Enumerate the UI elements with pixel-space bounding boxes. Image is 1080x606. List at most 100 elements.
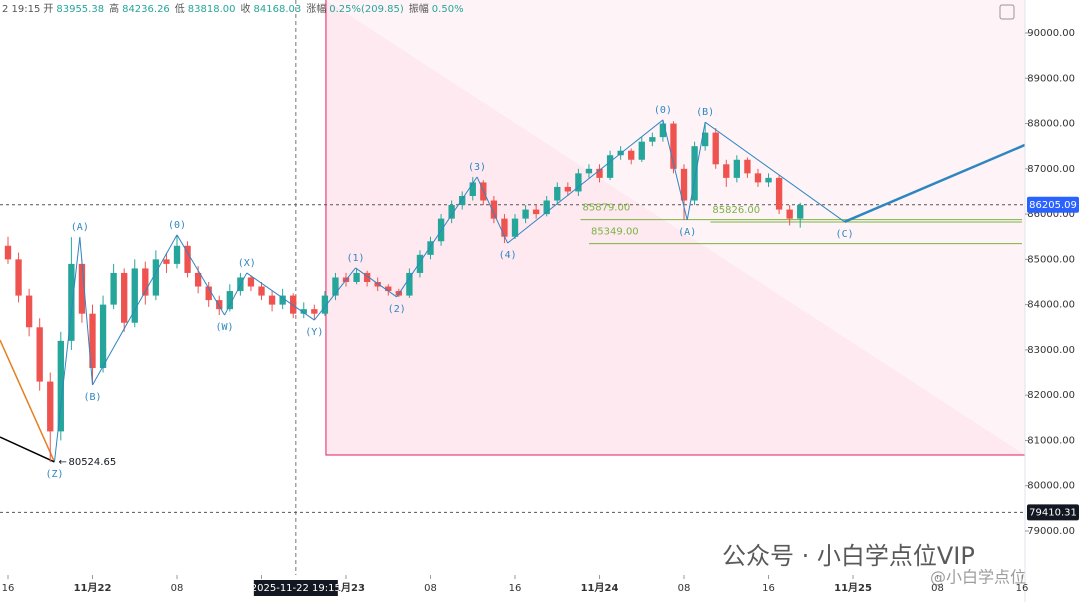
x-tick-label: 11月22 [74, 582, 112, 594]
candle-body [765, 177, 772, 183]
x-tick-label: 08 [678, 583, 691, 594]
candle-body [744, 159, 751, 174]
candle-body [163, 259, 170, 264]
candle-body [575, 173, 582, 192]
x-tick-label: 16 [762, 583, 775, 594]
y-tick-label: 89000.00 [1027, 73, 1075, 84]
candle-body [290, 295, 297, 314]
wave-label: (A) [678, 227, 696, 238]
candle-body [4, 245, 12, 260]
y-tick-label: 88000.00 [1027, 119, 1075, 130]
candle-body [628, 150, 635, 160]
header-label: 振幅 [409, 2, 429, 15]
wave-label: (2) [388, 304, 406, 315]
candle-body [385, 286, 392, 292]
x-tick-label: 08 [931, 583, 944, 594]
candle-body [374, 281, 381, 287]
candle-body [353, 272, 360, 282]
trend-line [0, 339, 56, 463]
header-value: 84236.26 [122, 4, 170, 15]
wave-label: (1) [346, 253, 364, 264]
candle-body [332, 277, 339, 296]
wave-label: (0) [654, 105, 672, 116]
candle-body [406, 272, 413, 296]
y-tick-label: 79000.00 [1027, 526, 1075, 537]
x-tick-label: 11月24 [581, 582, 619, 594]
header-label: 高 [109, 2, 119, 15]
candle-body [416, 254, 424, 273]
candle-body [57, 340, 64, 432]
wave-line [476, 176, 509, 244]
wave-line [92, 234, 178, 386]
wave-line [355, 267, 398, 298]
watermark-handle: @小白学点位 [930, 568, 1026, 587]
candle-body [596, 168, 603, 178]
candle-body [78, 263, 86, 314]
x-tick-label: 11月25 [834, 582, 872, 594]
candle-body [754, 173, 762, 183]
wave-line [507, 119, 664, 244]
candle-body [47, 381, 54, 432]
candle-body [258, 286, 265, 296]
y-tick-label: 83000.00 [1027, 345, 1075, 356]
candle-body [522, 209, 529, 219]
header-value: 83818.00 [188, 4, 236, 15]
wave-line [79, 237, 93, 386]
wave-label: (W) [216, 322, 234, 333]
price-tag [1027, 196, 1079, 213]
y-tick-label: 82000.00 [1027, 390, 1075, 401]
candle-body [36, 327, 43, 382]
low-label: 80524.65 [68, 457, 116, 468]
candle-body [659, 123, 667, 138]
wave-label: (B) [83, 392, 101, 403]
wave-label: (B) [696, 107, 714, 118]
crosshair-label: 2025-11-22 19:15 [251, 583, 341, 594]
candle-body [554, 186, 561, 201]
candle-body [89, 313, 96, 369]
candle-body [173, 245, 181, 264]
x-tick-label: 16 [509, 583, 522, 594]
candle-body [15, 259, 22, 296]
candle-body [25, 295, 33, 328]
candle-body [775, 177, 783, 210]
settings-icon[interactable] [999, 4, 1015, 20]
candle-body [723, 164, 730, 178]
candle-body [427, 241, 434, 255]
candle-body [321, 295, 329, 314]
y-tick-label: 86000.00 [1027, 209, 1075, 220]
range-box [325, 0, 1025, 456]
header-value: 0.50% [432, 4, 464, 15]
wave-line [686, 122, 706, 221]
x-tick-label: 08 [171, 583, 184, 594]
range-box-fill [325, 0, 1025, 455]
wave-label: (Z) [45, 469, 63, 480]
candle-body [300, 309, 307, 314]
candle-body [279, 295, 286, 305]
candle-body [501, 218, 508, 237]
level-label: 85826.00 [712, 205, 760, 216]
x-tick-label: 16 [1016, 583, 1029, 594]
wave-label: (C) [836, 229, 854, 240]
level-label: 85879.00 [583, 203, 631, 214]
y-tick-label: 85000.00 [1027, 254, 1075, 265]
candle-body [184, 245, 191, 273]
candle-body [363, 272, 371, 282]
candle-body [797, 205, 804, 219]
candle-body [691, 146, 698, 201]
candle-body [121, 272, 128, 323]
y-tick-label: 90000.00 [1027, 28, 1075, 39]
wave-label: (0) [168, 220, 186, 231]
candle-body [194, 272, 202, 287]
candle-body [606, 155, 614, 178]
wave-line [662, 119, 688, 221]
candle-body [142, 268, 149, 296]
candle-body [638, 141, 645, 160]
candle-body [786, 209, 793, 219]
candle-body [511, 218, 519, 237]
wave-line [396, 176, 478, 298]
candle-body [226, 291, 233, 310]
candle-body [216, 300, 223, 310]
wave-label: (A) [71, 222, 89, 233]
candle-body [490, 200, 498, 219]
candle-body [585, 168, 593, 174]
